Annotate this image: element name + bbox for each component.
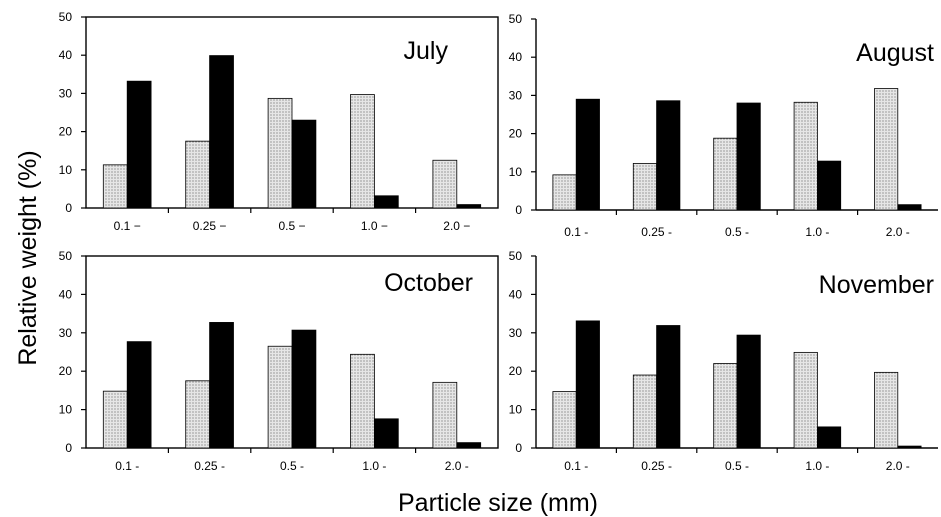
y-tick-label: 10 [509, 165, 523, 179]
bar-solid [126, 80, 152, 209]
x-tick-label: 0.25 − [193, 219, 227, 233]
x-tick-label: 1.0 - [805, 225, 829, 239]
x-tick-label: 0.25 - [641, 225, 672, 239]
bar-solid [656, 325, 681, 449]
bar-dotted [632, 162, 657, 211]
y-tick-label: 30 [509, 326, 523, 340]
panel-august: 0 10 20 30 40 50 0.1 - 0.25 - 0.5 - 1.0 - 2.0 - Aug… [509, 12, 938, 239]
x-tick-label: 2.0 - [886, 225, 910, 239]
y-tick-label: 30 [509, 88, 523, 102]
y-tick-label: 50 [59, 10, 73, 24]
y-axis-label: Relative weight (%) [14, 150, 42, 365]
x-axis-label: Particle size (mm) [398, 489, 598, 517]
bar-dotted [713, 363, 738, 449]
y-tick-label: 30 [59, 326, 73, 340]
bar-solid [209, 322, 234, 449]
x-tick-label: 0.5 - [725, 459, 749, 473]
bar-dotted [350, 353, 375, 449]
bar-solid [373, 195, 399, 209]
bar-solid [736, 334, 761, 449]
y-tick-label: 10 [509, 403, 523, 417]
bar-dotted [793, 101, 818, 211]
y-tick-label: 40 [59, 287, 73, 301]
bar-dotted [350, 94, 375, 209]
bar-dotted [267, 97, 293, 209]
y-tick-label: 40 [509, 50, 523, 64]
bar-dotted [874, 88, 899, 211]
y-tick-label: 30 [59, 86, 73, 100]
bar-dotted [874, 371, 899, 449]
bar-solid [291, 119, 317, 209]
bar-solid [291, 329, 317, 449]
bar-solid [456, 442, 482, 449]
bar-dotted [632, 374, 657, 449]
y-tick-label: 20 [509, 364, 523, 378]
x-tick-label: 0.1 - [115, 459, 139, 473]
bar-solid [209, 55, 234, 209]
bar-solid [897, 445, 922, 449]
x-tick-label: 0.1 - [564, 459, 588, 473]
y-tick-label: 10 [59, 403, 73, 417]
bar-solid [656, 100, 681, 211]
y-tick-label: 0 [515, 441, 522, 455]
x-tick-label: 0.1 − [114, 219, 141, 233]
x-tick-label: 2.0 - [445, 459, 469, 473]
bar-dotted [432, 159, 458, 209]
panel-october: 0 10 20 30 40 50 0.1 - 0.25 - 0.5 - 1.0 - 2.0 - Oct… [59, 249, 499, 473]
bar-dotted [185, 140, 210, 209]
y-tick-label: 0 [65, 441, 72, 455]
x-tick-label: 0.5 - [725, 225, 749, 239]
y-tick-label: 20 [59, 125, 73, 139]
bar-solid [736, 102, 761, 211]
y-tick-label: 50 [59, 249, 73, 263]
bar-solid [817, 160, 842, 211]
panel-title: July [404, 37, 449, 65]
x-tick-label: 2.0 − [443, 219, 470, 233]
y-tick-label: 0 [515, 203, 522, 217]
bar-dotted [102, 164, 128, 209]
bar-dotted [267, 345, 293, 449]
y-tick-label: 40 [509, 287, 523, 301]
panel-title: October [384, 269, 473, 297]
x-tick-label: 0.25 - [194, 459, 225, 473]
bar-solid [897, 204, 922, 211]
x-tick-label: 1.0 - [805, 459, 829, 473]
y-tick-label: 0 [65, 201, 72, 215]
bar-solid [126, 341, 152, 449]
bar-dotted [432, 381, 458, 449]
bar-solid [456, 204, 482, 209]
bar-solid [575, 98, 600, 211]
x-tick-label: 0.25 - [641, 459, 672, 473]
y-tick-label: 20 [59, 364, 73, 378]
x-tick-label: 0.5 - [280, 459, 304, 473]
y-tick-label: 10 [59, 163, 73, 177]
x-tick-label: 1.0 − [361, 219, 388, 233]
y-tick-label: 50 [509, 249, 523, 263]
bar-dotted [102, 390, 128, 449]
x-tick-label: 0.5 − [278, 219, 305, 233]
bar-dotted [185, 380, 210, 449]
bar-dotted [552, 391, 577, 449]
panel-title: November [819, 271, 934, 299]
panel-november: 0 10 20 30 40 50 0.1 - 0.25 - 0.5 - 1.0 - 2.0 - Nov… [509, 249, 938, 473]
bar-solid [817, 426, 842, 449]
panel-title: August [856, 39, 934, 67]
x-tick-label: 2.0 - [886, 459, 910, 473]
panel-july: 0 10 20 30 40 50 0.1 − 0.25 − 0.5 − 1.0 − 2.0 − Jul… [59, 10, 499, 233]
y-tick-label: 50 [509, 12, 523, 26]
chart-panels: 0 10 20 30 40 50 0.1 − 0.25 − 0.5 − 1.0 − 2.0 − Jul… [59, 10, 938, 473]
x-tick-label: 1.0 - [362, 459, 386, 473]
bar-dotted [552, 174, 577, 211]
y-tick-label: 40 [59, 48, 73, 62]
bar-solid [373, 418, 399, 449]
bar-solid [575, 320, 600, 449]
x-tick-label: 0.1 - [564, 225, 588, 239]
bar-dotted [793, 351, 818, 449]
bar-dotted [713, 137, 738, 211]
y-tick-label: 20 [509, 127, 523, 141]
